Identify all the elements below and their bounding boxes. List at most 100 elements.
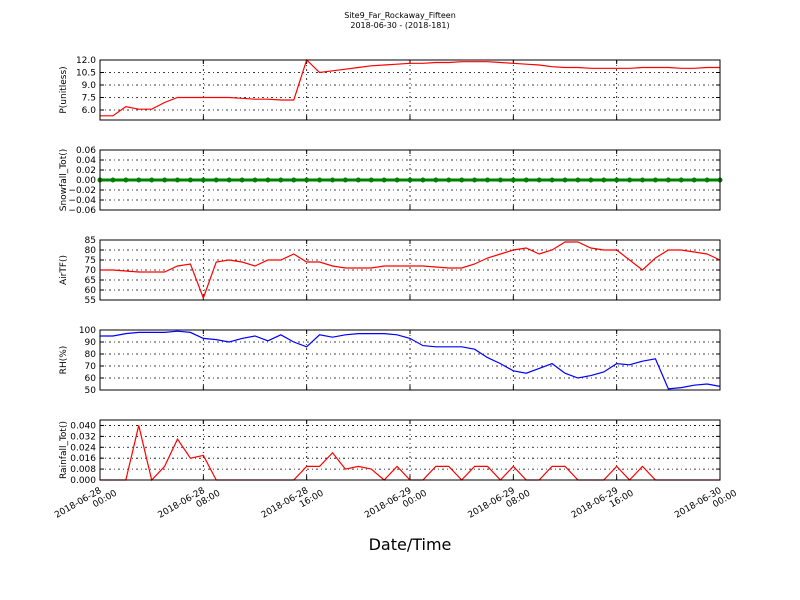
y-tick-label: 0.02 [76,166,96,176]
data-point [213,177,219,183]
data-point [523,177,529,183]
data-line [100,58,720,117]
y-tick-label: 70 [85,266,97,276]
data-point [678,177,684,183]
y-tick-label: 70 [85,362,97,372]
data-point [317,177,323,183]
y-axis-label: Rainfall_Tot() [59,421,69,479]
y-tick-label: 100 [79,326,96,336]
data-point [614,177,620,183]
data-point [433,177,439,183]
y-tick-label: 6.0 [82,106,97,116]
x-tick-label: 2018-06-2900:00 [363,480,429,530]
data-point [187,177,193,183]
data-point [355,177,361,183]
y-axis-label: AirTF() [59,255,69,285]
data-point [472,177,478,183]
y-tick-label: 0.016 [70,454,96,464]
data-point [510,177,516,183]
y-tick-label: 0.06 [76,146,96,156]
data-point [640,177,645,183]
y-tick-label: 0.000 [70,476,96,486]
chart-subtitle: 2018-06-30 - (2018-181) [350,21,449,30]
data-point [459,177,465,183]
data-point [691,177,697,183]
data-point [200,177,206,183]
x-tick-label: 2018-06-3000:00 [673,480,739,530]
data-point [665,177,671,183]
y-tick-label: 65 [85,276,96,286]
data-point [588,177,594,183]
x-tick-label: 2018-06-2916:00 [570,480,636,530]
x-tick-label: 2018-06-2908:00 [467,480,533,530]
y-tick-label: −0.04 [68,196,96,206]
plot-frame [99,329,721,391]
data-point [381,177,387,183]
data-point [291,177,297,183]
y-tick-label: 80 [85,246,97,256]
y-tick-label: 12.0 [76,56,96,66]
y-tick-label: 85 [85,236,96,246]
y-tick-label: 0.040 [70,421,96,431]
y-tick-label: 75 [85,256,96,266]
data-point [394,177,400,183]
y-tick-label: 0.04 [76,156,96,166]
x-tick-label: 2018-06-2816:00 [260,480,326,530]
data-line [100,330,721,390]
data-point [162,177,168,183]
data-point [652,177,658,183]
x-tick-label: 2018-06-2808:00 [157,480,223,530]
y-tick-label: 0.00 [76,176,96,186]
data-line [100,241,721,300]
data-point [342,177,348,183]
chart-title: Site9_Far_Rockaway_Fifteen [344,11,456,20]
data-point [420,177,426,183]
data-point [123,177,129,183]
y-tick-label: 60 [85,374,97,384]
data-point [239,177,245,183]
y-tick-label: 55 [85,296,96,306]
data-point [601,177,607,183]
plot-frame [99,239,721,301]
y-tick-label: −0.06 [68,206,96,216]
data-point [110,177,116,183]
y-tick-label: 90 [85,338,97,348]
y-tick-label: 9.0 [82,81,97,91]
data-point [407,177,413,183]
y-tick-label: 0.032 [70,432,96,442]
y-tick-label: 0.024 [70,443,96,453]
y-tick-label: 50 [85,386,97,396]
plot-frame [99,59,721,121]
plot-frame [99,419,721,481]
y-tick-label: 0.008 [70,465,96,475]
data-point [485,177,490,183]
data-point [226,177,232,183]
data-point [265,177,271,183]
data-point [304,177,310,183]
x-axis-label: Date/Time [369,535,452,554]
y-tick-label: −0.02 [68,186,96,196]
y-axis-label: Snowfall_Tot() [59,149,69,212]
y-axis-label: RH(%) [59,346,69,375]
data-point [562,177,568,183]
y-tick-label: 10.5 [76,69,96,79]
y-tick-label: 7.5 [82,94,96,104]
data-point [497,177,503,183]
data-point [368,177,374,183]
data-point [252,177,258,183]
data-point [446,177,452,183]
data-point [704,177,710,183]
data-point [136,177,142,183]
data-point [278,177,284,183]
data-point [175,177,180,183]
data-point [536,177,542,183]
y-tick-label: 80 [85,350,97,360]
y-axis-label: P(unitless) [59,66,69,113]
data-point [330,177,335,183]
data-point [627,177,633,183]
data-point [575,177,581,183]
plot-frame [99,149,721,211]
y-tick-label: 60 [85,286,97,296]
data-point [149,177,155,183]
